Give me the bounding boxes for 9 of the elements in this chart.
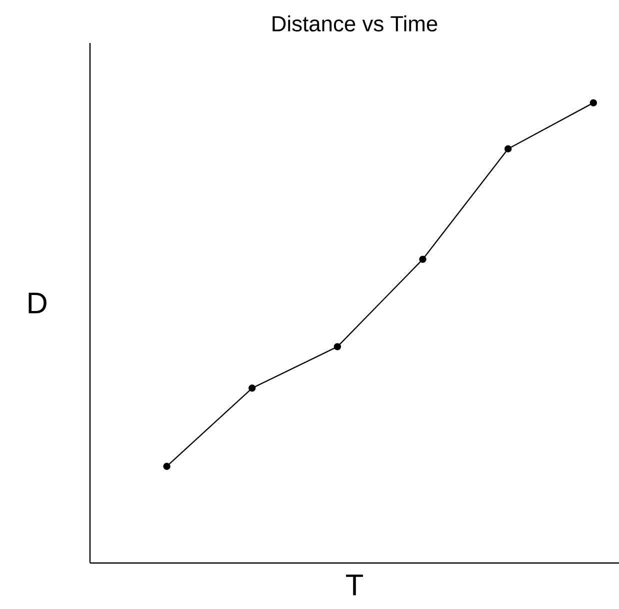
- chart-title: Distance vs Time: [272, 15, 438, 32]
- x-axis-title: T: [346, 574, 363, 596]
- point: [419, 256, 426, 263]
- point: [334, 343, 342, 350]
- y-axis-title: D: [28, 292, 46, 314]
- point: [504, 145, 512, 152]
- point: [590, 99, 597, 106]
- point: [163, 462, 170, 470]
- point: [248, 384, 256, 392]
